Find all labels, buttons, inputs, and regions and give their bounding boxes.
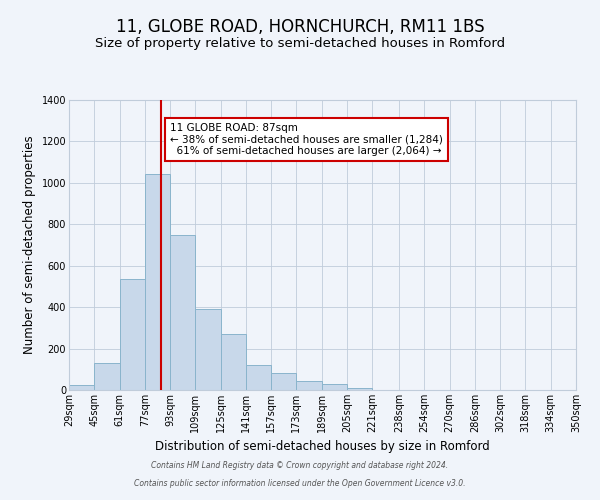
Bar (576, 388, 600, 390)
Bar (221, 334, 246, 390)
Bar (119, 279, 145, 390)
Text: Contains HM Land Registry data © Crown copyright and database right 2024.: Contains HM Land Registry data © Crown c… (151, 461, 449, 470)
Bar (322, 384, 347, 390)
Bar (246, 365, 271, 390)
Text: 11, GLOBE ROAD, HORNCHURCH, RM11 1BS: 11, GLOBE ROAD, HORNCHURCH, RM11 1BS (116, 18, 484, 36)
Bar (170, 234, 196, 390)
Bar (271, 373, 296, 390)
Text: 11 GLOBE ROAD: 87sqm
← 38% of semi-detached houses are smaller (1,284)
  61% of : 11 GLOBE ROAD: 87sqm ← 38% of semi-detac… (170, 123, 443, 156)
Y-axis label: Number of semi-detached properties: Number of semi-detached properties (23, 136, 36, 354)
Bar (69, 385, 94, 390)
Bar (145, 174, 170, 390)
Bar (94, 363, 119, 390)
Bar (296, 382, 322, 390)
Text: Size of property relative to semi-detached houses in Romford: Size of property relative to semi-detach… (95, 38, 505, 51)
Bar (347, 388, 372, 390)
Bar (196, 309, 221, 390)
X-axis label: Distribution of semi-detached houses by size in Romford: Distribution of semi-detached houses by … (155, 440, 490, 454)
Text: Contains public sector information licensed under the Open Government Licence v3: Contains public sector information licen… (134, 478, 466, 488)
